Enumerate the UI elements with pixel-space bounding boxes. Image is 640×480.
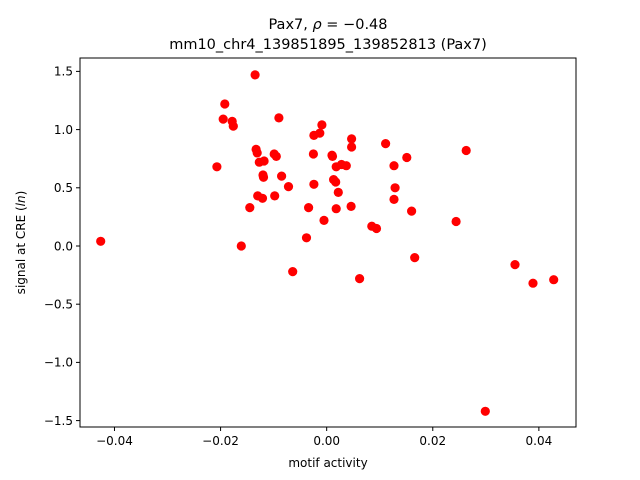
x-tick-label-3: 0.02 [419, 434, 446, 448]
data-point-52 [407, 206, 417, 216]
y-axis-label-italic: ln [14, 195, 28, 206]
data-point-10 [252, 148, 262, 158]
data-point-55 [461, 145, 471, 156]
x-axis: −0.04 −0.02 0.00 0.02 0.04 [96, 427, 552, 448]
data-point-56 [480, 406, 490, 416]
data-point-19 [270, 191, 280, 201]
chart-title-line2: mm10_chr4_139851895_139852813 (Pax7) [169, 37, 487, 53]
data-point-53 [410, 253, 420, 263]
data-point-7 [245, 203, 255, 213]
data-point-48 [389, 161, 399, 171]
data-point-40 [341, 161, 351, 171]
data-point-51 [402, 152, 412, 163]
data-point-38 [333, 187, 343, 197]
plot-frame [79, 57, 577, 428]
y-tick-label-2: −0.5 [44, 297, 73, 311]
data-point-1 [212, 162, 222, 172]
y-axis-label: signal at CRE (ln) [14, 191, 28, 295]
data-point-41 [347, 134, 357, 144]
y-tick-label-6: 1.5 [54, 65, 73, 79]
y-axis-label-suffix: ) [14, 191, 28, 196]
data-point-28 [309, 179, 319, 189]
data-point-6 [236, 241, 246, 251]
data-point-50 [389, 194, 399, 204]
data-point-47 [381, 139, 391, 149]
y-tick-label-0: −1.5 [44, 414, 73, 428]
x-axis-label: motif activity [288, 456, 367, 470]
data-point-57 [510, 260, 520, 270]
data-point-15 [258, 172, 269, 182]
chart-title-line1: Pax7, ρ = −0.48 [268, 17, 387, 33]
data-point-16 [259, 156, 269, 166]
data-point-49 [390, 183, 400, 193]
data-point-24 [301, 233, 312, 243]
data-point-13 [257, 193, 268, 203]
data-point-43 [346, 201, 356, 211]
data-point-20 [274, 113, 284, 123]
plot-area [96, 70, 559, 416]
data-point-27 [308, 149, 318, 159]
x-tick-label-4: 0.04 [526, 434, 553, 448]
x-tick-label-1: −0.02 [202, 434, 239, 448]
data-point-8 [250, 70, 260, 80]
data-point-25 [304, 203, 314, 213]
data-point-30 [317, 120, 327, 130]
chart-title-prefix: Pax7, [268, 17, 312, 33]
chart-title-rho: ρ [312, 17, 322, 33]
data-point-58 [528, 278, 538, 288]
data-point-36 [331, 204, 341, 214]
data-point-31 [319, 215, 329, 225]
data-point-33 [327, 151, 338, 161]
data-point-29 [315, 128, 325, 138]
data-point-23 [288, 267, 298, 277]
data-point-5 [228, 121, 238, 131]
y-tick-label-3: 0.0 [54, 239, 73, 253]
data-point-3 [218, 114, 228, 124]
chart-title-equation: = −0.48 [322, 17, 388, 33]
data-point-46 [371, 223, 382, 234]
data-point-59 [549, 275, 559, 285]
data-point-42 [347, 142, 357, 152]
y-tick-label-5: 1.0 [54, 123, 73, 137]
y-tick-label-4: 0.5 [54, 181, 73, 195]
data-point-35 [331, 177, 341, 187]
x-tick-label-2: 0.00 [313, 434, 340, 448]
x-tick-label-0: −0.04 [96, 434, 133, 448]
y-tick-label-1: −1.0 [44, 356, 73, 370]
y-axis-label-prefix: signal at CRE ( [14, 206, 28, 294]
data-point-2 [220, 99, 230, 109]
data-point-0 [96, 236, 106, 246]
y-axis: −1.5 −1.0 −0.5 0.0 0.5 1.0 1.5 [44, 65, 80, 428]
data-point-44 [355, 274, 365, 284]
data-point-22 [283, 182, 294, 192]
data-point-54 [451, 216, 461, 227]
data-point-21 [277, 171, 287, 181]
data-point-18 [271, 151, 281, 161]
